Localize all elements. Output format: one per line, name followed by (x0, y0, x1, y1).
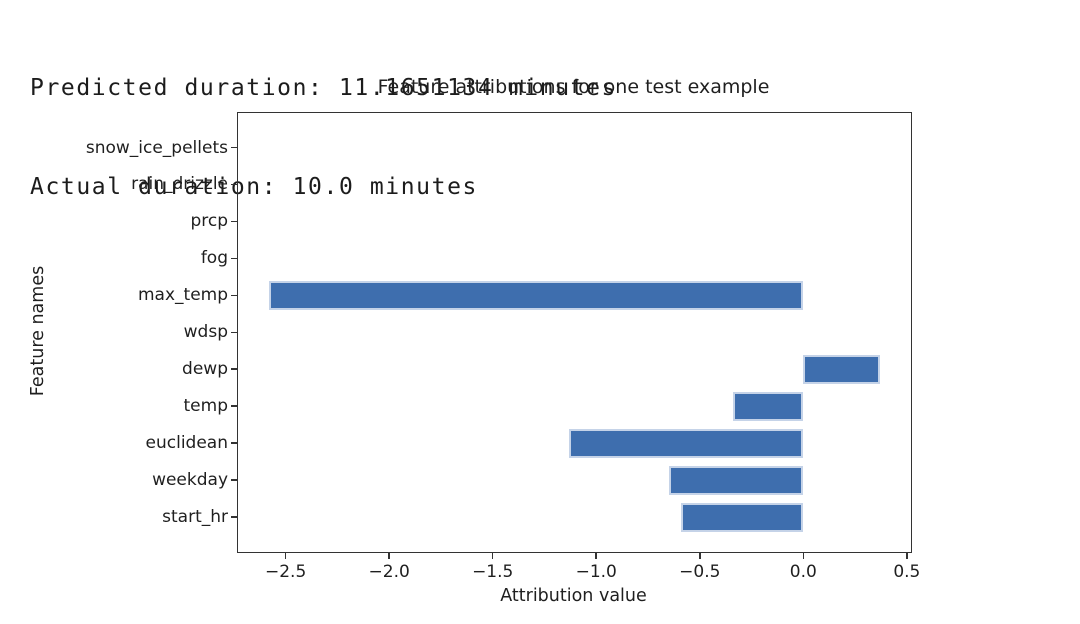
bar (269, 280, 804, 310)
x-tick-mark (906, 552, 908, 559)
x-tick-mark (699, 552, 701, 559)
x-tick-label: 0.0 (789, 562, 817, 582)
y-tick-mark (231, 516, 238, 518)
x-tick-label: −2.0 (368, 562, 410, 582)
y-tick-label: wdsp (183, 322, 228, 343)
stdout-output: Predicted duration: 11.1651134 minutes A… (30, 6, 617, 237)
x-tick-mark (595, 552, 597, 559)
y-tick-mark (231, 368, 238, 370)
y-tick-label: rain_drizzle (131, 174, 228, 195)
x-axis-label: Attribution value (500, 586, 647, 606)
y-tick-mark (231, 183, 238, 186)
y-tick-label: temp (183, 396, 228, 417)
y-tick-mark (231, 146, 238, 149)
y-tick-label: prcp (190, 211, 228, 232)
y-tick-label: fog (200, 248, 228, 269)
bar (681, 502, 804, 532)
x-tick-mark (491, 552, 494, 559)
bar (569, 428, 804, 458)
y-tick-label: start_hr (162, 507, 228, 527)
x-tick-label: −0.5 (679, 562, 721, 582)
y-tick-label: dewp (182, 359, 228, 380)
bar (732, 391, 804, 421)
x-tick-label: −1.5 (472, 562, 514, 582)
y-tick-mark (231, 220, 238, 223)
predicted-duration-text: Predicted duration: 11.1651134 minutes (30, 75, 617, 101)
y-tick-mark (231, 294, 238, 297)
y-tick-label: max_temp (137, 285, 228, 306)
y-tick-mark (231, 442, 238, 444)
y-tick-mark (231, 257, 238, 260)
x-tick-label: 0.5 (893, 562, 921, 582)
x-tick-mark (802, 552, 805, 559)
actual-duration-text: Actual duration: 10.0 minutes (30, 174, 478, 200)
y-tick-mark (231, 479, 238, 481)
chart-title: Feature attributions for one test exampl… (377, 76, 770, 98)
x-tick-label: −1.0 (575, 562, 617, 582)
y-tick-mark (231, 331, 238, 333)
y-tick-label: weekday (152, 470, 228, 491)
y-tick-label: snow_ice_pellets (85, 137, 228, 158)
bar (803, 354, 880, 384)
x-tick-mark (388, 552, 390, 559)
y-tick-mark (231, 405, 238, 407)
x-tick-mark (284, 552, 287, 559)
x-tick-label: −2.5 (264, 562, 307, 582)
y-tick-label: euclidean (145, 433, 228, 454)
bar (668, 465, 804, 495)
y-axis-label: Feature names (28, 265, 48, 397)
